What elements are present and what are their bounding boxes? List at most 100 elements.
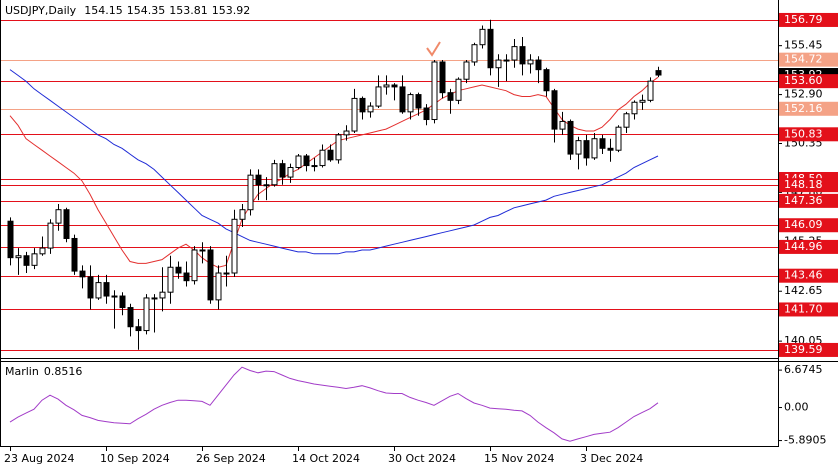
candle-body — [391, 84, 398, 88]
candle-body — [183, 272, 190, 282]
level-label: 154.72 — [784, 53, 823, 66]
candle-body — [575, 140, 582, 155]
candle-body — [87, 276, 94, 299]
y-tick-label: -5.8905 — [784, 434, 826, 447]
candle-body — [231, 218, 238, 274]
level-box — [779, 239, 838, 254]
candle-body — [503, 59, 510, 62]
candle-body — [511, 46, 518, 61]
chart-header: USDJPY,Daily 154.15 154.35 153.81 153.92 — [5, 4, 250, 17]
level-box — [779, 193, 838, 208]
candle-body — [303, 155, 310, 167]
candle-body — [191, 249, 198, 282]
candle-body — [479, 28, 486, 46]
candle-body — [447, 92, 454, 101]
candle-body — [311, 165, 318, 168]
candle-body — [359, 97, 366, 113]
y-tick-label: 152.90 — [784, 88, 823, 101]
candle-body — [615, 126, 622, 151]
candle-body — [47, 222, 54, 249]
level-label: 143.46 — [784, 269, 823, 282]
level-box — [779, 178, 838, 193]
level-box — [779, 342, 838, 357]
candle-body — [279, 163, 286, 178]
candle-body — [95, 282, 102, 299]
candle-body — [591, 138, 598, 159]
candle-body — [111, 295, 118, 298]
y-tick-label: 6.6745 — [784, 363, 823, 376]
x-tick-label: 23 Aug 2024 — [4, 452, 74, 465]
candle-body — [455, 78, 462, 101]
candle-body — [247, 174, 254, 211]
header-open: 154.15 — [84, 4, 123, 17]
candle-body — [255, 174, 262, 186]
candle-body — [175, 266, 182, 274]
x-tick-label: 3 Dec 2024 — [580, 452, 643, 465]
candle-body — [103, 282, 110, 297]
x-tick-label: 30 Oct 2024 — [388, 452, 456, 465]
candle-body — [271, 163, 278, 186]
candle-body — [327, 149, 334, 161]
level-label: 153.60 — [784, 74, 823, 87]
candle-body — [519, 46, 526, 65]
candle-body — [407, 94, 414, 113]
candle-body — [367, 105, 374, 113]
level-label: 147.36 — [784, 194, 823, 207]
candle-body — [431, 61, 438, 121]
level-label: 150.83 — [784, 127, 823, 140]
candle-body — [631, 101, 638, 115]
level-box — [779, 127, 838, 142]
candle-body — [199, 249, 206, 252]
candle-body — [567, 120, 574, 155]
candle-body — [7, 220, 14, 259]
x-tick-label: 26 Sep 2024 — [196, 452, 266, 465]
candle-body — [55, 209, 62, 224]
candle-body — [119, 295, 126, 309]
level-label: 141.70 — [784, 302, 823, 315]
candle-body — [623, 113, 630, 128]
level-label: 152.16 — [784, 102, 823, 115]
level-box — [779, 218, 838, 233]
level-label: 156.79 — [784, 13, 823, 26]
candle-body — [207, 249, 214, 301]
candle-body — [551, 90, 558, 130]
moving-average — [9, 76, 659, 268]
level-label: 139.59 — [784, 343, 823, 356]
candle-body — [495, 59, 502, 69]
candle-body — [287, 166, 294, 178]
indicator-value: 0.8516 — [44, 365, 83, 378]
candle-body — [263, 184, 270, 187]
candle-body — [143, 297, 150, 332]
candle-body — [607, 147, 614, 151]
indicator-name: Marlin — [5, 365, 39, 378]
chart-title: USDJPY,Daily — [5, 4, 77, 17]
level-box — [779, 302, 838, 317]
candle-body — [471, 44, 478, 63]
x-tick-label: 15 Nov 2024 — [484, 452, 554, 465]
candle-body — [647, 80, 654, 101]
candle-body — [583, 140, 590, 159]
level-label: 144.96 — [784, 240, 823, 253]
candle-body — [383, 84, 390, 88]
candle-body — [39, 247, 46, 255]
candle-body — [463, 61, 470, 80]
candle-body — [63, 209, 70, 239]
candle-body — [223, 272, 230, 275]
axis-layer — [0, 0, 838, 447]
candle-body — [535, 59, 542, 71]
header-high: 154.35 — [127, 4, 166, 17]
candle-body — [415, 94, 422, 109]
candle-body — [31, 253, 38, 266]
candle-body — [487, 28, 494, 69]
level-box — [779, 74, 838, 89]
level-box — [779, 52, 838, 67]
label-layer: 155.45152.90150.35147.80145.25142.65140.… — [4, 12, 838, 465]
candle-body — [295, 155, 302, 168]
y-tick-label: 155.45 — [784, 39, 823, 52]
candle-body — [71, 237, 78, 272]
candle-body — [239, 209, 246, 220]
candle-body — [151, 297, 158, 300]
